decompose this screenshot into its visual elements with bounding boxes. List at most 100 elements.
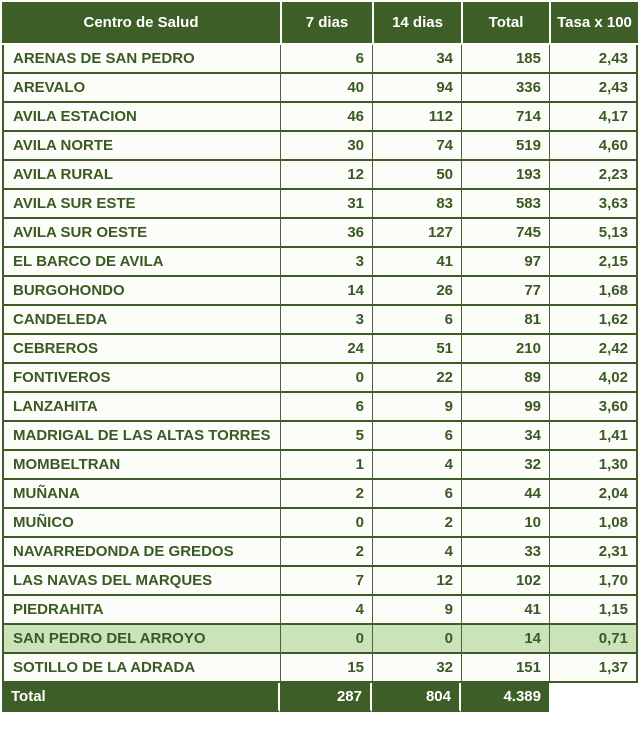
total-cases-cell: 336: [461, 74, 549, 103]
tasa-cell: 1,62: [549, 306, 638, 335]
cases-14-dias-cell: 112: [372, 103, 461, 132]
table-row: LAS NAVAS DEL MARQUES 7 12 102 1,70: [2, 567, 638, 596]
tasa-cell: 1,15: [549, 596, 638, 625]
centro-name-cell: CEBREROS: [2, 335, 280, 364]
cases-14-dias-cell: 9: [372, 596, 461, 625]
total-cases-cell: 745: [461, 219, 549, 248]
centro-name-cell: NAVARREDONDA DE GREDOS: [2, 538, 280, 567]
total-cases-cell: 151: [461, 654, 549, 683]
table-row: SOTILLO DE LA ADRADA 15 32 151 1,37: [2, 654, 638, 683]
tasa-cell: 2,04: [549, 480, 638, 509]
centro-name-cell: AVILA NORTE: [2, 132, 280, 161]
cases-7-dias-cell: 24: [280, 335, 372, 364]
table-row: AVILA RURAL 12 50 193 2,23: [2, 161, 638, 190]
total-cases-cell: 14: [461, 625, 549, 654]
total-cases-cell: 102: [461, 567, 549, 596]
cases-7-dias-cell: 6: [280, 45, 372, 74]
centro-name-cell: MOMBELTRAN: [2, 451, 280, 480]
table-row: CANDELEDA 3 6 81 1,62: [2, 306, 638, 335]
table-row: SAN PEDRO DEL ARROYO 0 0 14 0,71: [2, 625, 638, 654]
column-header-centro-de-salud: Centro de Salud: [2, 2, 280, 45]
cases-7-dias-cell: 2: [280, 538, 372, 567]
centro-name-cell: AVILA SUR OESTE: [2, 219, 280, 248]
centro-name-cell: MUÑICO: [2, 509, 280, 538]
tasa-cell: 1,41: [549, 422, 638, 451]
cases-14-dias-cell: 22: [372, 364, 461, 393]
cases-14-dias-cell: 74: [372, 132, 461, 161]
table-row: MADRIGAL DE LAS ALTAS TORRES 5 6 34 1,41: [2, 422, 638, 451]
centro-name-cell: AVILA ESTACION: [2, 103, 280, 132]
cases-7-dias-cell: 14: [280, 277, 372, 306]
cases-14-dias-cell: 41: [372, 248, 461, 277]
centro-name-cell: CANDELEDA: [2, 306, 280, 335]
tasa-cell: 2,23: [549, 161, 638, 190]
tasa-cell: 5,13: [549, 219, 638, 248]
centro-name-cell: AVILA SUR ESTE: [2, 190, 280, 219]
total-cases-cell: 97: [461, 248, 549, 277]
tasa-cell: 4,17: [549, 103, 638, 132]
centro-name-cell: PIEDRAHITA: [2, 596, 280, 625]
centro-name-cell: SAN PEDRO DEL ARROYO: [2, 625, 280, 654]
cases-7-dias-cell: 0: [280, 625, 372, 654]
table-row: AVILA SUR OESTE 36 127 745 5,13: [2, 219, 638, 248]
tasa-cell: 1,37: [549, 654, 638, 683]
total-label-cell: Total: [2, 683, 280, 712]
total-7-dias-cell: 287: [280, 683, 372, 712]
centro-name-cell: BURGOHONDO: [2, 277, 280, 306]
tasa-cell: 4,02: [549, 364, 638, 393]
column-header-total: Total: [461, 2, 549, 45]
total-row: Total 287 804 4.389: [2, 683, 638, 712]
total-cases-cell: 714: [461, 103, 549, 132]
cases-7-dias-cell: 31: [280, 190, 372, 219]
table-row: MUÑICO 0 2 10 1,08: [2, 509, 638, 538]
cases-14-dias-cell: 26: [372, 277, 461, 306]
table-row: FONTIVEROS 0 22 89 4,02: [2, 364, 638, 393]
cases-7-dias-cell: 46: [280, 103, 372, 132]
cases-14-dias-cell: 9: [372, 393, 461, 422]
cases-14-dias-cell: 4: [372, 538, 461, 567]
cases-14-dias-cell: 4: [372, 451, 461, 480]
total-cases-cell: 99: [461, 393, 549, 422]
tasa-cell: 1,08: [549, 509, 638, 538]
cases-14-dias-cell: 6: [372, 306, 461, 335]
cases-7-dias-cell: 0: [280, 509, 372, 538]
tasa-cell: 0,71: [549, 625, 638, 654]
cases-7-dias-cell: 3: [280, 306, 372, 335]
total-cases-cell: 193: [461, 161, 549, 190]
table-body: ARENAS DE SAN PEDRO 6 34 185 2,43 AREVAL…: [2, 45, 638, 683]
tasa-cell: 1,68: [549, 277, 638, 306]
centro-name-cell: AVILA RURAL: [2, 161, 280, 190]
table-row: LANZAHITA 6 9 99 3,60: [2, 393, 638, 422]
table-row: MUÑANA 2 6 44 2,04: [2, 480, 638, 509]
total-cases-cell: 519: [461, 132, 549, 161]
total-cases-cell: 44: [461, 480, 549, 509]
table-row: MOMBELTRAN 1 4 32 1,30: [2, 451, 638, 480]
total-cases-cell: 583: [461, 190, 549, 219]
tasa-cell: 2,43: [549, 74, 638, 103]
cases-7-dias-cell: 5: [280, 422, 372, 451]
cases-14-dias-cell: 12: [372, 567, 461, 596]
total-cases-cell: 32: [461, 451, 549, 480]
column-header-tasa-x-100: Tasa x 100: [549, 2, 638, 45]
total-14-dias-cell: 804: [372, 683, 461, 712]
table-row: AVILA SUR ESTE 31 83 583 3,63: [2, 190, 638, 219]
centro-name-cell: EL BARCO DE AVILA: [2, 248, 280, 277]
total-cases-cell: 89: [461, 364, 549, 393]
cases-7-dias-cell: 3: [280, 248, 372, 277]
table-row: AVILA NORTE 30 74 519 4,60: [2, 132, 638, 161]
cases-7-dias-cell: 12: [280, 161, 372, 190]
table-row: AREVALO 40 94 336 2,43: [2, 74, 638, 103]
total-cases-cell: 81: [461, 306, 549, 335]
total-cases-cell: 41: [461, 596, 549, 625]
cases-14-dias-cell: 50: [372, 161, 461, 190]
column-header-7-dias: 7 dias: [280, 2, 372, 45]
cases-14-dias-cell: 6: [372, 422, 461, 451]
table-row: EL BARCO DE AVILA 3 41 97 2,15: [2, 248, 638, 277]
table-header: Centro de Salud 7 dias 14 dias Total Tas…: [2, 2, 638, 45]
table-row: PIEDRAHITA 4 9 41 1,15: [2, 596, 638, 625]
cases-14-dias-cell: 94: [372, 74, 461, 103]
total-tasa-empty-cell: [549, 683, 638, 712]
centro-name-cell: LAS NAVAS DEL MARQUES: [2, 567, 280, 596]
cases-7-dias-cell: 0: [280, 364, 372, 393]
centro-name-cell: ARENAS DE SAN PEDRO: [2, 45, 280, 74]
